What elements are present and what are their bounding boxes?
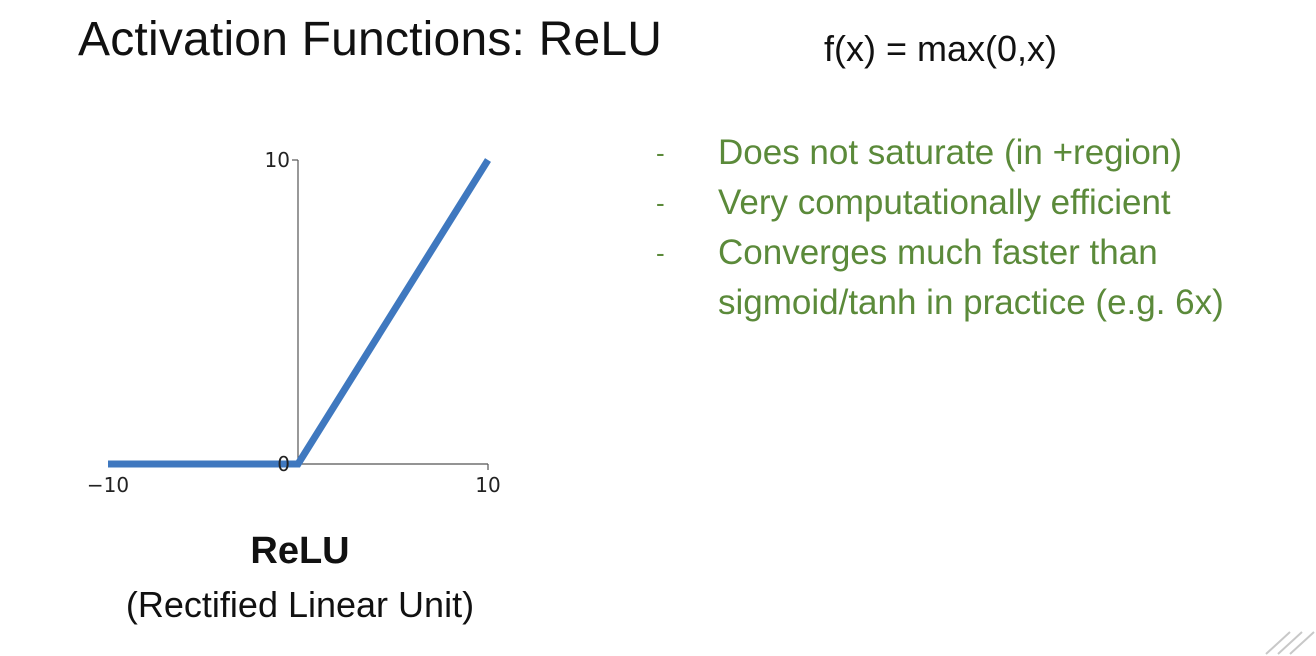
bullet-marker: - <box>656 138 665 168</box>
chart-caption-title: ReLU <box>250 530 350 572</box>
x-tick-label: −10 <box>87 473 129 497</box>
bullet-item: - Very computationally efficient <box>656 178 1296 228</box>
bullet-item: - Does not saturate (in +region) <box>656 128 1296 178</box>
chart-series <box>108 158 491 468</box>
y-tick-label: 0 <box>277 452 290 476</box>
relu-formula: f(x) = max(0,x) <box>824 28 1058 69</box>
y-tick-label: 10 <box>265 148 290 172</box>
x-tick-label: 10 <box>475 473 500 497</box>
corner-arrow-icon <box>1265 631 1315 655</box>
relu-chart: −10 10 0 10 <box>87 148 501 497</box>
bullet-marker: - <box>656 188 665 218</box>
chart-caption-subtitle: (Rectified Linear Unit) <box>125 584 475 625</box>
bullet-text: Converges much faster than sigmoid/tanh … <box>718 233 1224 322</box>
bullet-marker: - <box>656 238 665 268</box>
slide-title: Activation Functions: ReLU <box>78 13 663 66</box>
bullet-text: Does not saturate (in +region) <box>718 133 1183 172</box>
bullet-item: - Converges much faster than sigmoid/tan… <box>656 228 1296 328</box>
bullet-list: - Does not saturate (in +region) - Very … <box>656 128 1296 328</box>
relu-line <box>108 158 491 468</box>
bullet-text: Very computationally efficient <box>718 183 1171 222</box>
chart-axes <box>108 159 489 470</box>
chart-tick-labels: −10 10 0 10 <box>87 148 501 497</box>
